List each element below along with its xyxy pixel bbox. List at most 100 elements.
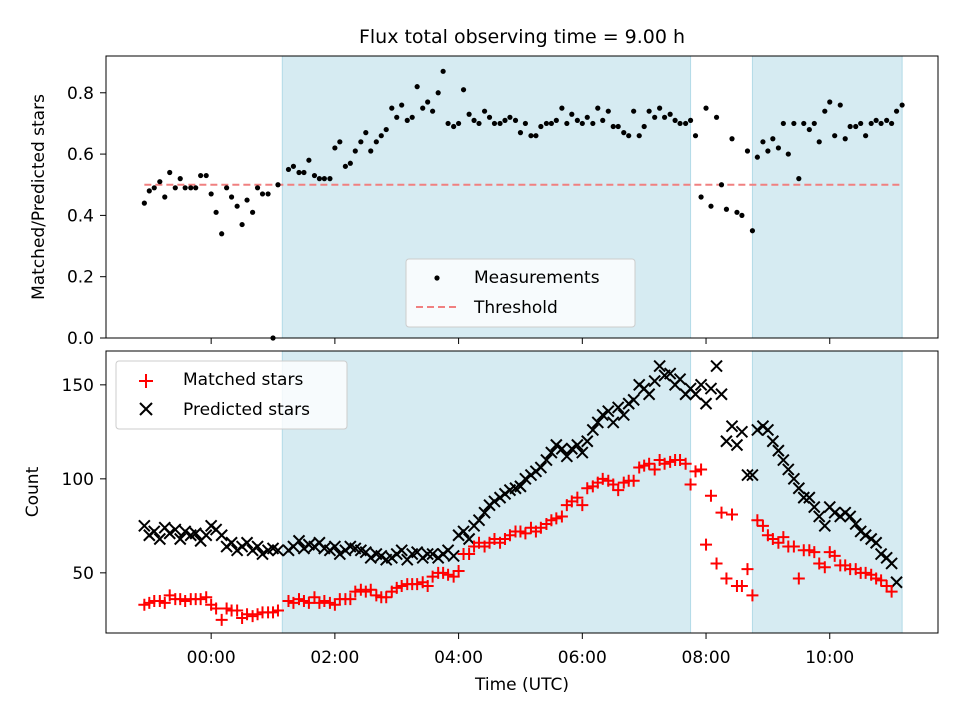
measurement-point [636, 133, 642, 139]
measurement-point [182, 185, 188, 191]
matched-stars-point [700, 538, 713, 551]
predicted-stars-point [602, 404, 615, 418]
chart-title: Flux total observing time = 9.00 h [359, 26, 685, 48]
measurement-point [538, 123, 544, 130]
matched-stars-point [519, 527, 532, 540]
predicted-stars-point [869, 536, 883, 549]
measurement-point [507, 114, 513, 120]
predicted-stars-point [271, 544, 285, 557]
measurement-point [481, 108, 488, 114]
predicted-stars-point [694, 378, 708, 392]
predicted-stars-point [828, 506, 841, 519]
predicted-stars-point [215, 529, 228, 542]
matched-stars-point [715, 506, 728, 519]
y-tick-label: 150 [62, 376, 94, 396]
measurement-point [167, 169, 173, 176]
measurement-point [347, 160, 353, 166]
measurement-point [837, 102, 843, 108]
predicted-stars-point [725, 419, 739, 433]
predicted-stars-point [478, 506, 491, 519]
measurement-point [827, 99, 833, 105]
predicted-stars-point [699, 397, 713, 410]
matched-stars-point [808, 546, 821, 559]
predicted-stars-point [710, 359, 723, 373]
x-tick-label: 00:00 [187, 648, 236, 668]
predicted-stars-point [885, 557, 898, 570]
matched-stars-point [787, 540, 800, 553]
predicted-stars-point [627, 393, 640, 407]
measurement-point [734, 209, 740, 215]
predicted-stars-point [560, 450, 574, 463]
measurement-point [404, 117, 410, 123]
measurement-point [301, 169, 307, 176]
matched-stars-point [859, 566, 872, 579]
measurement-point [234, 203, 240, 209]
measurement-point [723, 206, 730, 212]
y-tick-label: 0.4 [67, 206, 94, 226]
measurement-point [569, 111, 575, 117]
top-panel: 0.00.20.40.60.8 Matched/Predicted stars … [29, 55, 939, 349]
matched-stars-point [828, 549, 841, 562]
measurement-point [316, 176, 323, 182]
observing-window-band [281, 350, 692, 634]
measurement-point [559, 105, 565, 111]
measurement-point [672, 117, 678, 123]
top-y-ticks: 0.0 0.2 0.4 0.6 0.8 [67, 84, 106, 349]
predicted-stars-point [534, 461, 548, 474]
predicted-stars-point [849, 517, 862, 531]
measurement-point [687, 117, 694, 123]
matched-stars-point [792, 572, 805, 585]
measurement-point [600, 117, 606, 123]
measurement-point [796, 176, 802, 182]
measurement-point [502, 117, 508, 123]
measurement-point [749, 228, 756, 234]
bottom-legend-box [115, 360, 348, 430]
x-tick-label: 04:00 [434, 648, 483, 668]
measurement-point [141, 200, 147, 206]
measurement-point [517, 130, 524, 136]
predicted-stars-point [148, 525, 161, 538]
predicted-stars-point [251, 540, 264, 553]
measurement-point [657, 105, 663, 111]
measurement-point [306, 157, 312, 163]
predicted-stars-point [189, 527, 202, 540]
predicted-stars-point [571, 438, 584, 452]
predicted-stars-point [163, 527, 176, 540]
measurement-point [373, 139, 379, 145]
measurement-point [430, 108, 436, 114]
predicted-stars-point [653, 359, 666, 373]
predicted-stars-point [333, 547, 347, 561]
top-x-ticks [210, 338, 831, 344]
y-tick-label: 0.6 [67, 145, 94, 165]
observing-window-band [751, 350, 903, 634]
predicted-stars-point [550, 438, 563, 452]
matched-stars-point [704, 489, 717, 502]
measurement-point [646, 108, 652, 114]
measurement-point [698, 194, 704, 200]
measurement-point [667, 111, 673, 117]
measurement-point [816, 139, 822, 145]
measurement-point [878, 120, 884, 127]
predicted-stars-point [772, 444, 785, 457]
predicted-stars-point [689, 388, 702, 401]
measurement-point [172, 185, 178, 191]
y-tick-label: 0.0 [67, 329, 94, 349]
y-tick-label: 0.8 [67, 84, 94, 104]
x-tick-label: 06:00 [558, 648, 607, 668]
measurement-point [548, 120, 554, 127]
matched-stars-point [576, 499, 589, 512]
measurement-point [244, 197, 250, 203]
x-tick-label: 10:00 [805, 648, 854, 668]
predicted-stars-point [766, 435, 780, 448]
predicted-stars-point [328, 540, 342, 553]
measurement-point [409, 114, 415, 120]
matched-stars-point [380, 591, 393, 604]
legend-matched-marker [139, 374, 153, 388]
measurement-point [754, 154, 760, 160]
measurement-point [780, 120, 786, 127]
measurement-point [146, 188, 152, 194]
measurement-point [368, 148, 374, 154]
measurement-point [590, 120, 596, 127]
measurement-point [765, 148, 771, 154]
measurement-point [692, 133, 699, 139]
